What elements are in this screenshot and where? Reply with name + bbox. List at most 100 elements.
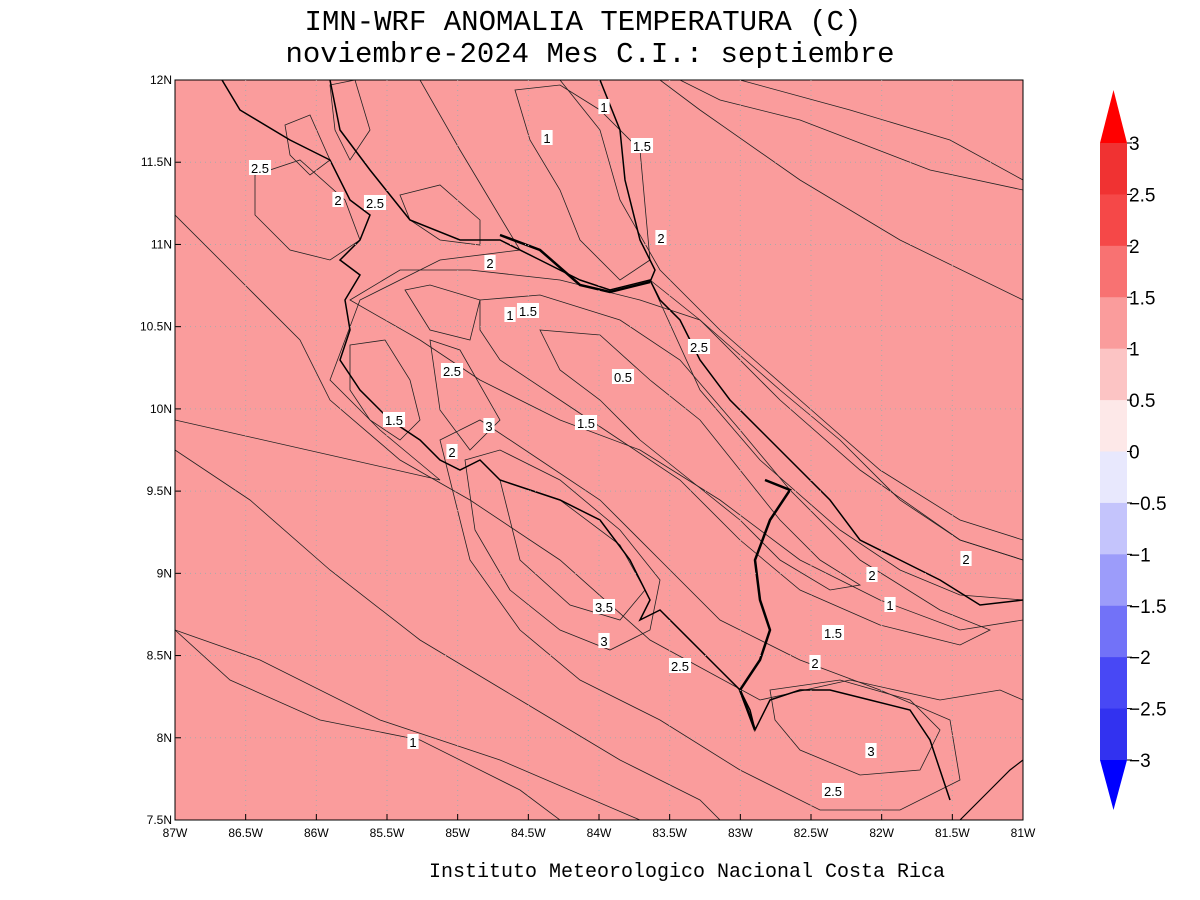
x-tick-label: 85W <box>445 826 470 840</box>
contour-label: 1 <box>409 735 416 750</box>
x-tick-label: 86.5W <box>228 826 263 840</box>
contour-label: 2.5 <box>443 364 461 379</box>
y-tick-label: 9.5N <box>147 484 172 498</box>
contour-label: 1 <box>543 131 550 146</box>
y-tick-label: 10N <box>150 402 172 416</box>
contour-label-box <box>504 307 516 322</box>
contour-label-box <box>382 412 406 427</box>
y-tick-label: 10.5N <box>140 320 172 334</box>
contour-label-box <box>821 783 845 798</box>
y-tick-label: 12N <box>150 73 172 87</box>
contour-label-box <box>363 195 387 210</box>
x-tick-label: 83W <box>728 826 753 840</box>
contour-label-box <box>630 138 654 153</box>
band <box>254 159 361 261</box>
x-tick-label: 87W <box>163 826 188 840</box>
contour-label: 2 <box>657 231 664 246</box>
x-tick-label: 84.5W <box>511 826 546 840</box>
x-tick-label: 83.5W <box>652 826 687 840</box>
colorbar-swatch <box>1100 245 1127 298</box>
colorbar-label: 2 <box>1129 237 1140 258</box>
title-line: noviembre-2024 Mes C.I.: septiembre <box>285 38 894 71</box>
band <box>649 279 1023 601</box>
contour-label-box <box>809 655 821 670</box>
band <box>284 114 331 176</box>
contour-label-box <box>592 599 616 614</box>
contour-label: 1.5 <box>577 416 595 431</box>
colorbar: 3 2.5 2 1.5 1 0.5 0 −0.5 −1 −1.5 −2 −2.5 −3 <box>1100 90 1167 810</box>
contour-label-box <box>866 567 878 582</box>
band <box>499 479 646 621</box>
colorbar-label: −2.5 <box>1129 700 1167 721</box>
band <box>739 80 1023 181</box>
contour-label: 2.5 <box>671 659 689 674</box>
contour-label-box <box>668 658 692 673</box>
colorbar-label: 3 <box>1129 134 1140 155</box>
x-tick-label: 85.5W <box>370 826 405 840</box>
band <box>464 449 661 651</box>
contour-label: 1.5 <box>824 626 842 641</box>
colorbar-label: −1.5 <box>1129 597 1167 618</box>
x-tick-label: 81W <box>1011 826 1036 840</box>
contour-label-box <box>483 418 495 433</box>
colorbar-label: 2.5 <box>1129 185 1155 206</box>
contour-label: 1.5 <box>633 139 651 154</box>
contour-label: 1.5 <box>385 413 403 428</box>
x-tick-label: 84W <box>587 826 612 840</box>
band <box>479 294 991 646</box>
colorbar-cap <box>1100 760 1127 810</box>
contour-label-box <box>574 415 598 430</box>
y-tick-label: 8N <box>157 731 172 745</box>
contour-label: 1 <box>506 308 513 323</box>
y-tick-label: 9N <box>157 566 172 580</box>
colorbar-label: −0.5 <box>1129 494 1167 515</box>
contour-label-box <box>611 369 635 384</box>
colorbar-label: 0 <box>1129 443 1140 464</box>
y-tick-label: 11N <box>151 237 172 251</box>
colorbar-cap <box>1100 90 1127 143</box>
band <box>349 269 1023 631</box>
colorbar-swatch <box>1100 605 1127 658</box>
colorbar-label: −1 <box>1129 545 1151 566</box>
contour-label-box <box>541 130 553 145</box>
band <box>679 80 1023 191</box>
band <box>439 419 961 811</box>
x-tick-label: 82W <box>869 826 894 840</box>
contour-label: 1 <box>886 598 893 613</box>
x-tick-label: 81.5W <box>935 826 970 840</box>
colorbar-label: −2 <box>1129 648 1151 669</box>
contour-label-box <box>960 551 972 566</box>
contour-label: 3 <box>485 419 492 434</box>
contour-label: 2 <box>486 256 493 271</box>
footer: Instituto Meteorologico Nacional Costa R… <box>429 861 945 884</box>
y-tick-label: 8.5N <box>147 649 172 663</box>
band <box>175 214 1023 820</box>
colorbar-label: −3 <box>1129 751 1151 772</box>
contour-label: 1.5 <box>519 304 537 319</box>
contour-label-box <box>687 339 711 354</box>
colorbar-swatch <box>1100 451 1127 504</box>
contour-label: 2 <box>868 568 875 583</box>
band <box>514 84 651 281</box>
x-tick-label: 82.5W <box>794 826 829 840</box>
colorbar-label: 1.5 <box>1129 288 1155 309</box>
contour-label-box <box>440 363 464 378</box>
contour-label: 2 <box>811 656 818 671</box>
contour-label-box <box>516 303 540 318</box>
band <box>349 339 421 441</box>
contour-label: 3.5 <box>595 600 613 615</box>
contour-label-box <box>332 192 344 207</box>
band <box>539 329 862 591</box>
contour-label-box <box>821 625 845 640</box>
contour-label: 3 <box>867 744 874 759</box>
y-tick-label: 11.5N <box>141 155 172 169</box>
colorbar-label: 1 <box>1129 340 1140 361</box>
colorbar-swatch <box>1100 502 1127 555</box>
contour-label-box <box>598 99 610 114</box>
colorbar-swatch <box>1100 400 1127 452</box>
colorbar-swatch <box>1100 194 1127 247</box>
band <box>559 80 1023 541</box>
contour-label: 2 <box>334 193 341 208</box>
colorbar-swatch <box>1100 657 1127 710</box>
